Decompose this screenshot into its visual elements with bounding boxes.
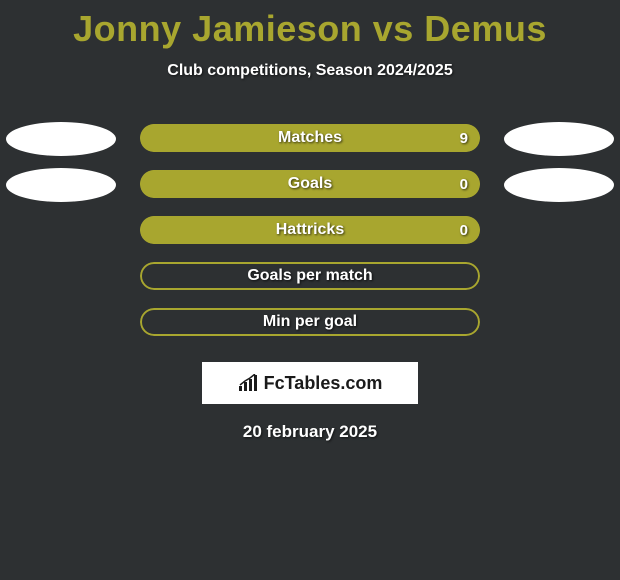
stat-bar-fill	[140, 216, 480, 244]
stat-bar: Min per goal	[140, 308, 480, 336]
player-right-marker	[504, 168, 614, 202]
stat-row: Hattricks0	[0, 212, 620, 258]
player-left-marker	[6, 122, 116, 156]
brand-logo-text: FcTables.com	[238, 373, 383, 394]
stat-bar: Goals0	[140, 170, 480, 198]
stat-bar-fill	[140, 124, 480, 152]
page-title: Jonny Jamieson vs Demus	[0, 8, 620, 50]
stat-bar-outline	[140, 262, 480, 290]
comparison-container: Jonny Jamieson vs Demus Club competition…	[0, 0, 620, 442]
stat-row: Goals per match	[0, 258, 620, 304]
brand-logo: FcTables.com	[202, 362, 418, 404]
chart-icon	[238, 374, 260, 392]
stat-row: Matches9	[0, 120, 620, 166]
stat-bar: Hattricks0	[140, 216, 480, 244]
stat-bar: Matches9	[140, 124, 480, 152]
stat-bar-fill	[140, 170, 480, 198]
stat-row: Goals0	[0, 166, 620, 212]
stat-row: Min per goal	[0, 304, 620, 350]
brand-logo-label: FcTables.com	[264, 373, 383, 394]
player-right-marker	[504, 122, 614, 156]
date-label: 20 february 2025	[0, 422, 620, 442]
stats-area: Matches9 Goals0 Hattricks0 Goals per match M…	[0, 120, 620, 350]
stat-label: Goals per match	[140, 262, 480, 290]
stat-label: Min per goal	[140, 308, 480, 336]
player-left-marker	[6, 168, 116, 202]
stat-bar: Goals per match	[140, 262, 480, 290]
page-subtitle: Club competitions, Season 2024/2025	[0, 62, 620, 80]
stat-bar-outline	[140, 308, 480, 336]
